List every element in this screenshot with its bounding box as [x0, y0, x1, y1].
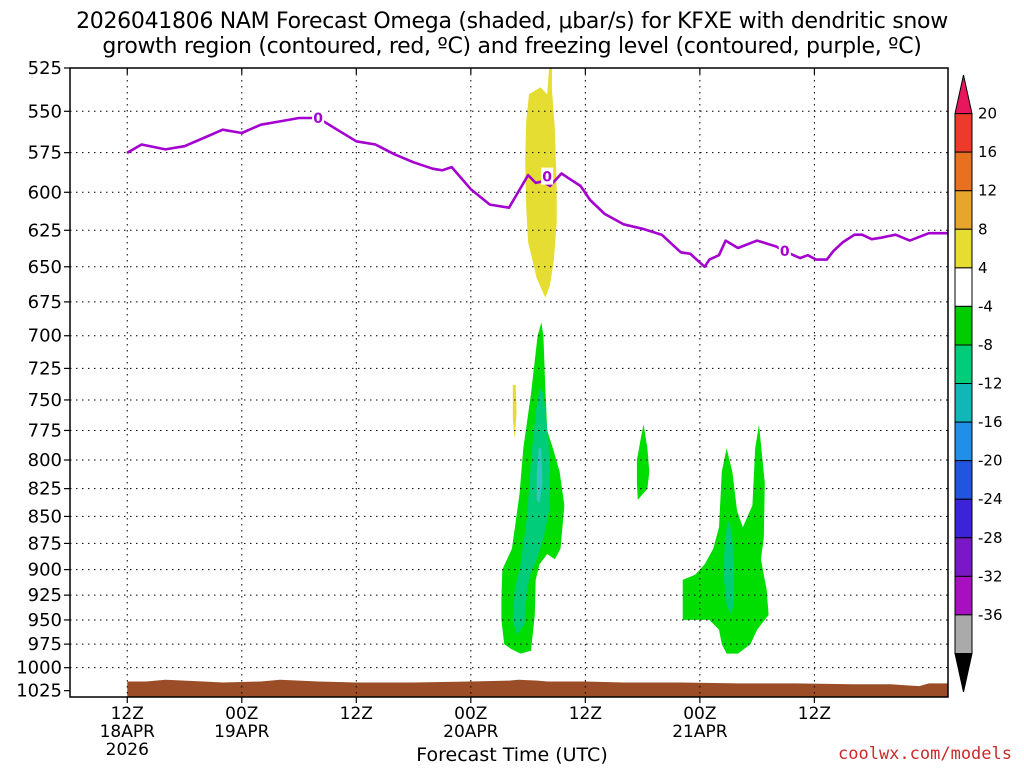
colorbar-bin-14 — [954, 614, 973, 654]
colorbar-bin-15 — [954, 652, 973, 693]
colorbar-label-10: -24 — [978, 490, 1003, 508]
colorbar-bin-0 — [954, 74, 973, 115]
colorbar-bin-12 — [954, 537, 973, 577]
ytick-label-750: 750 — [28, 390, 62, 411]
omega-region-1 — [512, 384, 517, 439]
ytick-label-675: 675 — [28, 292, 62, 313]
xtick-label-6-0: 12Z — [798, 704, 831, 724]
ytick-label-600: 600 — [28, 182, 62, 203]
ytick-label-900: 900 — [28, 560, 62, 581]
plot-area: 0 0 0 — [70, 68, 948, 697]
xtick-label-0-2: 2026 — [106, 740, 149, 760]
colorbar-bin-11 — [954, 498, 973, 539]
ytick-label-800: 800 — [28, 450, 62, 471]
colorbar-bin-3 — [954, 190, 973, 230]
plot-frame — [69, 67, 949, 698]
freezing-level-label-1: 0 — [542, 170, 552, 186]
colorbar-label-8: -16 — [978, 413, 1003, 431]
xtick-label-4-0: 12Z — [569, 704, 602, 724]
ytick-label-975: 975 — [28, 634, 62, 655]
xtick-label-1-1: 19APR — [214, 722, 270, 742]
plot-clip-group: 0 0 0 — [70, 68, 948, 697]
ytick-label-1025: 1025 — [16, 681, 62, 702]
axes: 525 550 575 600 625 650 675 700 725 750 775 800 825 8… — [16, 58, 949, 760]
chart-title-line-2: growth region (contoured, red, ºC) and f… — [102, 34, 922, 59]
xtick-label-0-1: 18APR — [100, 722, 156, 742]
ytick-label-850: 850 — [28, 506, 62, 527]
x-axis-title: Forecast Time (UTC) — [416, 744, 608, 766]
terrain-fill — [127, 679, 948, 697]
omega-region-4 — [536, 448, 543, 504]
colorbar-label-6: -8 — [978, 336, 993, 354]
colorbar-label-3: 8 — [978, 220, 988, 238]
xtick-label-5-0: 00Z — [683, 704, 716, 724]
colorbar-bin-9 — [954, 421, 973, 462]
freezing-level-label-0: 0 — [313, 111, 323, 127]
ytick-label-525: 525 — [28, 58, 62, 79]
xtick-label-1-0: 00Z — [225, 704, 258, 724]
ytick-label-1000: 1000 — [16, 658, 62, 679]
colorbar-label-12: -32 — [978, 567, 1003, 585]
ytick-label-775: 775 — [28, 420, 62, 441]
colorbar-bin-8 — [954, 383, 973, 423]
ytick-label-700: 700 — [28, 326, 62, 347]
omega-region-7 — [723, 521, 735, 615]
xtick-label-5-1: 21APR — [672, 722, 728, 742]
ytick-label-625: 625 — [28, 220, 62, 241]
colorbar-label-13: -36 — [978, 606, 1003, 624]
xtick-label-3-1: 20APR — [443, 722, 499, 742]
colorbar-label-9: -20 — [978, 452, 1003, 470]
colorbar-bin-4 — [954, 228, 973, 269]
xtick-label-3-0: 00Z — [454, 704, 487, 724]
colorbar-label-1: 16 — [978, 143, 997, 161]
colorbar-label-2: 12 — [978, 182, 997, 200]
ytick-label-825: 825 — [28, 479, 62, 500]
ytick-label-875: 875 — [28, 533, 62, 554]
colorbar-bin-13 — [954, 575, 973, 616]
xtick-label-0-0: 12Z — [111, 704, 144, 724]
colorbar-label-5: -4 — [978, 297, 993, 315]
ytick-label-575: 575 — [28, 143, 62, 164]
colorbar-bin-2 — [954, 151, 973, 192]
colorbar-label-7: -12 — [978, 375, 1003, 393]
colorbar-label-0: 20 — [978, 105, 997, 123]
ytick-label-950: 950 — [28, 610, 62, 631]
chart-title-line-1: 2026041806 NAM Forecast Omega (shaded, μ… — [76, 9, 948, 34]
ytick-label-725: 725 — [28, 358, 62, 379]
colorbar-bin-6 — [954, 305, 973, 346]
colorbar-label-11: -28 — [978, 529, 1003, 547]
ytick-label-650: 650 — [28, 257, 62, 278]
freezing-level-line — [126, 116, 948, 269]
colorbar-bin-10 — [954, 460, 973, 500]
xtick-label-2-0: 12Z — [340, 704, 373, 724]
source-credit: coolwx.com/models — [838, 744, 1012, 764]
colorbar-bin-5 — [954, 267, 973, 307]
colorbar-bin-7 — [954, 344, 973, 384]
colorbar: 20 16 12 8 4 -4 -8 -12 -16 -20 -24 -28 -32 -36 — [954, 74, 1003, 693]
colorbar-bin-1 — [954, 113, 973, 153]
freezing-level-label-2: 0 — [780, 244, 790, 260]
ytick-label-925: 925 — [28, 585, 62, 606]
colorbar-label-4: 4 — [978, 259, 988, 277]
ytick-label-550: 550 — [28, 101, 62, 122]
omega-region-5 — [636, 424, 650, 500]
